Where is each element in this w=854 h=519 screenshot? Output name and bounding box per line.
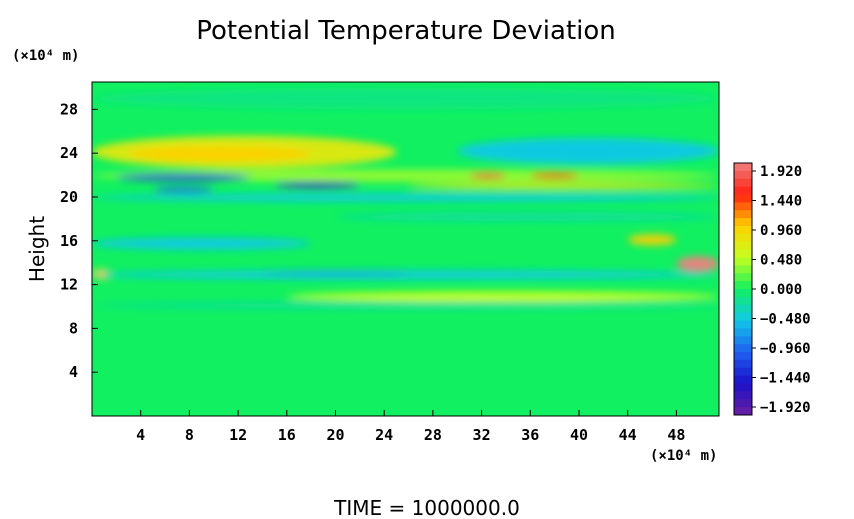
- colorbar-swatch: [734, 194, 752, 203]
- colorbar-label: −1.440: [760, 371, 811, 387]
- heatmap-cell: [92, 87, 719, 110]
- colorbar-swatch: [734, 304, 752, 314]
- footer-time: TIME = 1000000.0: [333, 496, 520, 519]
- colorbar-swatch: [734, 320, 752, 329]
- heatmap-cell: [335, 212, 719, 222]
- colorbar-swatch: [734, 375, 752, 384]
- colorbar-swatch: [734, 391, 752, 400]
- y-axis-label: Height: [25, 216, 49, 282]
- chart-title: Potential Temperature Deviation: [196, 16, 616, 46]
- heatmap-cell: [627, 234, 677, 246]
- y-tick-label: 12: [60, 276, 78, 294]
- x-tick-label: 40: [570, 426, 588, 444]
- colorbar-swatch: [734, 265, 752, 274]
- colorbar-label: −0.960: [760, 341, 811, 357]
- heatmap-cell: [676, 256, 719, 272]
- heatmap-cell: [92, 237, 312, 250]
- y-tick-label: 16: [60, 232, 78, 250]
- colorbar-label: 1.440: [760, 194, 802, 210]
- y-unit-label: (×10⁴ m): [12, 48, 79, 64]
- y-tick-label: 20: [60, 188, 78, 206]
- x-tick-label: 16: [278, 426, 296, 444]
- heatmap-cell: [92, 193, 719, 202]
- y-tick-label: 28: [60, 100, 78, 118]
- colorbar-swatch: [734, 296, 752, 306]
- heatmap-cell: [116, 173, 251, 181]
- x-tick-label: 36: [521, 426, 539, 444]
- colorbar-swatch: [734, 218, 752, 227]
- colorbar-swatch: [734, 163, 752, 172]
- heatmap-cell: [262, 270, 409, 276]
- heatmap-cell: [408, 182, 719, 190]
- y-tick-label: 4: [69, 363, 78, 381]
- heatmap-cell: [274, 181, 360, 189]
- x-tick-label: 32: [473, 426, 491, 444]
- colorbar-swatch: [734, 233, 752, 243]
- heatmap-cell: [152, 187, 214, 193]
- x-tick-label: 48: [667, 426, 685, 444]
- heatmap-cell: [128, 146, 312, 161]
- colorbar-swatch: [734, 328, 752, 337]
- colorbar-swatch: [734, 170, 752, 180]
- colorbar-swatch: [734, 202, 752, 211]
- colorbar-label: 0.960: [760, 223, 802, 239]
- colorbar-swatch: [734, 407, 752, 416]
- y-tick-label: 8: [69, 319, 78, 337]
- colorbar-swatch: [734, 352, 752, 361]
- x-tick-label: 24: [375, 426, 393, 444]
- x-tick-label: 12: [229, 426, 247, 444]
- heatmap-cell: [530, 172, 579, 179]
- colorbar-swatch: [734, 312, 752, 321]
- colorbar-swatch: [734, 257, 752, 266]
- y-axis: 4 8 12 16 20 24 28: [60, 100, 98, 381]
- colorbar-label: 1.920: [760, 164, 802, 180]
- colorbar-swatch: [734, 289, 752, 298]
- colorbar-swatch: [734, 359, 752, 369]
- heatmap-cell: [457, 137, 719, 165]
- x-tick-label: 20: [326, 426, 344, 444]
- colorbar-swatch: [734, 226, 752, 235]
- heatmap-cell: [92, 169, 719, 182]
- heatmap-cell: [286, 291, 719, 303]
- colorbar: 1.920 1.440 0.960 0.480 0.000 −0.480 −0.960 −1.…: [733, 162, 811, 416]
- colorbar-swatch: [734, 367, 752, 377]
- x-tick-label: 4: [136, 426, 145, 444]
- colorbar-swatch: [734, 281, 752, 290]
- heatmap-cell: [92, 270, 719, 280]
- colorbar-swatch: [734, 273, 752, 282]
- colorbar-swatch: [734, 399, 752, 408]
- colorbar-swatch: [734, 383, 752, 392]
- plot-frame: [91, 81, 720, 417]
- colorbar-label: −1.920: [760, 400, 811, 416]
- colorbar-swatch: [734, 178, 752, 188]
- colorbar-label: −0.480: [760, 312, 811, 328]
- heatmap-cell: [92, 302, 719, 309]
- y-tick-label: 24: [60, 144, 78, 162]
- colorbar-swatch: [734, 344, 752, 353]
- colorbar-swatch: [734, 336, 752, 345]
- heatmap-field: [92, 87, 719, 309]
- x-unit-label: (×10⁴ m): [650, 448, 717, 464]
- colorbar-label: 0.480: [760, 253, 802, 269]
- x-tick-label: 8: [185, 426, 194, 444]
- x-tick-label: 44: [619, 426, 637, 444]
- x-axis: 4 8 12 16 20 24 28 32 36 40 44 48: [136, 410, 685, 444]
- colorbar-label: 0.000: [760, 282, 802, 298]
- x-tick-label: 28: [424, 426, 442, 444]
- plot-area: [91, 81, 720, 417]
- colorbar-swatch: [734, 241, 752, 251]
- colorbar-swatch: [734, 210, 752, 219]
- colorbar-swatch: [734, 249, 752, 258]
- colorbar-swatch: [734, 186, 752, 195]
- heatmap-cell: [469, 172, 506, 179]
